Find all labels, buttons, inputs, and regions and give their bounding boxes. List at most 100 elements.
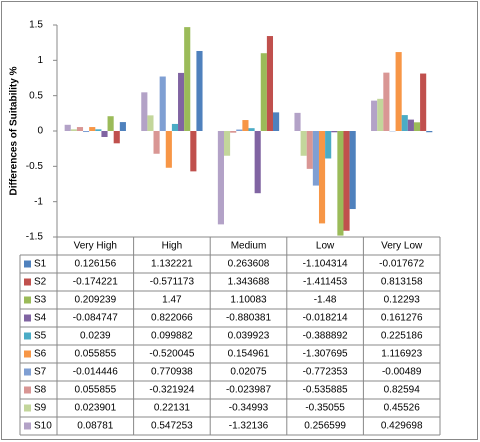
table-cell: -0.174221 <box>73 277 118 288</box>
bar <box>337 131 344 236</box>
bar <box>407 119 414 131</box>
table-cell: 0.126156 <box>74 259 116 270</box>
table-cell: 0.225186 <box>381 331 423 342</box>
bar <box>95 129 102 131</box>
legend-label: S4 <box>34 313 47 324</box>
y-tick-label: 1 <box>37 55 43 66</box>
bar <box>266 36 274 131</box>
legend-key <box>24 332 31 340</box>
bar <box>178 72 185 131</box>
legend-key <box>24 278 31 286</box>
table-cell: 0.429698 <box>381 421 423 432</box>
bar <box>273 112 280 131</box>
table-cell: 0.02075 <box>230 367 267 378</box>
table-cell: -1.48 <box>314 295 337 306</box>
y-tick-label: -0.5 <box>26 161 44 172</box>
bar <box>420 73 427 131</box>
legend-label: S3 <box>34 295 47 306</box>
table-cell: 0.813158 <box>381 277 423 288</box>
y-axis-title: Differences of Suitability % <box>9 66 20 195</box>
bar <box>159 76 166 131</box>
legend-key <box>24 368 31 376</box>
table-cell: 1.47 <box>162 295 182 306</box>
bar <box>300 131 307 156</box>
bar <box>312 131 319 186</box>
table-cell: 0.039923 <box>228 331 270 342</box>
table-cell: 0.154961 <box>228 349 270 360</box>
bar <box>223 131 231 156</box>
bar <box>377 98 384 131</box>
legend-label: S1 <box>34 259 47 270</box>
legend-key <box>24 350 31 358</box>
legend-label: S2 <box>34 277 47 288</box>
table-cell: -1.411453 <box>303 277 348 288</box>
table-cell: -0.321924 <box>149 385 194 396</box>
bar <box>217 131 224 225</box>
table-cell: -0.535885 <box>303 385 348 396</box>
legend-label: S9 <box>34 403 47 414</box>
bar <box>426 131 433 133</box>
bar <box>113 131 120 144</box>
table-cell: 1.132221 <box>151 259 193 270</box>
table-cell: 1.343688 <box>228 277 270 288</box>
bar <box>413 122 421 131</box>
table-cell: -1.32136 <box>229 421 269 432</box>
legend-key <box>24 404 31 412</box>
table-cell: 0.099882 <box>151 331 193 342</box>
table-cell: -0.35055 <box>305 403 345 414</box>
table-cell: 0.82594 <box>384 385 421 396</box>
bar <box>254 131 261 194</box>
table-cell: 0.023901 <box>74 403 116 414</box>
table-cell: 0.263608 <box>228 259 270 270</box>
table-cell: -0.571173 <box>150 277 195 288</box>
legend-label: S10 <box>34 421 52 432</box>
y-tick-label: 0.5 <box>29 90 43 101</box>
y-tick-label: 1.5 <box>29 20 43 31</box>
bar <box>107 116 114 131</box>
table-cell: -0.018214 <box>303 313 348 324</box>
bar <box>343 131 350 231</box>
bar <box>325 131 332 159</box>
table-cell: -0.772353 <box>303 367 348 378</box>
bar <box>196 50 203 131</box>
bar <box>248 128 255 131</box>
legend-key <box>24 386 31 394</box>
x-tick-label: Medium <box>231 241 267 252</box>
table-cell: 1.116923 <box>381 349 422 360</box>
bar <box>242 120 249 131</box>
bar <box>89 127 96 131</box>
legend-key <box>24 296 31 304</box>
bar <box>331 131 338 133</box>
bar <box>395 52 402 132</box>
legend-label: S7 <box>34 367 47 378</box>
x-tick-label: Very Low <box>381 241 423 252</box>
bar <box>190 131 197 172</box>
y-tick-label: -1.5 <box>26 232 44 243</box>
bar <box>76 127 84 131</box>
bar <box>171 123 179 131</box>
bar <box>153 131 160 154</box>
bar <box>260 53 267 132</box>
x-tick-label: High <box>162 241 183 252</box>
legend-key <box>24 422 31 430</box>
bar <box>349 131 356 210</box>
table-cell: -0.880381 <box>226 313 271 324</box>
table-cell: -1.104314 <box>303 259 348 270</box>
legend-key <box>24 314 31 322</box>
bar <box>318 131 326 224</box>
bar <box>165 131 172 168</box>
table-cell: -0.00489 <box>382 367 422 378</box>
table-cell: -1.307695 <box>303 349 348 360</box>
bar <box>306 131 313 169</box>
legend-label: S6 <box>34 349 47 360</box>
table-cell: -0.023987 <box>226 385 271 396</box>
table-cell: 0.12293 <box>384 295 421 306</box>
bar <box>294 112 301 131</box>
y-tick-label: -1 <box>34 196 43 207</box>
table-cell: 0.055855 <box>74 349 116 360</box>
table-cell: 0.161276 <box>381 313 423 324</box>
legend-label: S8 <box>34 385 47 396</box>
x-tick-label: Low <box>316 241 335 252</box>
table-cell: -0.014446 <box>73 367 118 378</box>
